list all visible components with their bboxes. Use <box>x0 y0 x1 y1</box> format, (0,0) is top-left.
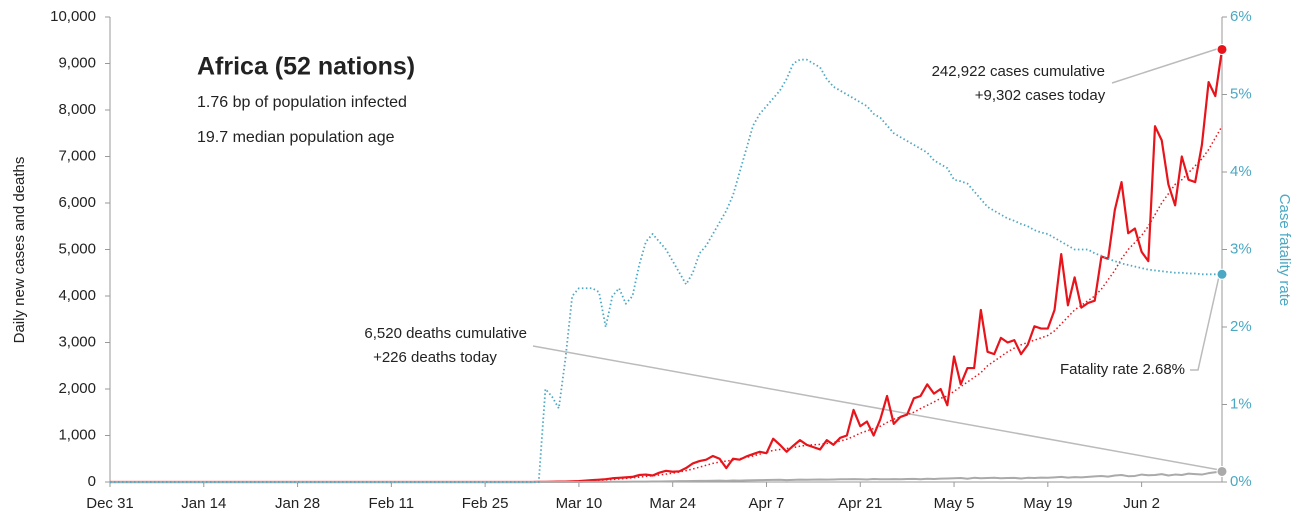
series-line <box>110 470 1223 483</box>
y2-tick-label: 4% <box>1230 163 1252 180</box>
x-tick-label: Feb 11 <box>369 495 415 512</box>
end-marker <box>1216 465 1228 477</box>
y-tick-label: 0 <box>88 473 96 490</box>
y2-tick-label: 2% <box>1230 318 1252 335</box>
end-marker <box>1216 268 1228 280</box>
y2-tick-label: 5% <box>1230 85 1252 102</box>
subtitle: 1.76 bp of population infected <box>197 94 407 111</box>
y-tick-label: 9,000 <box>58 54 96 71</box>
x-tick-label: May 19 <box>1023 495 1072 512</box>
x-tick-label: Jun 2 <box>1123 495 1160 512</box>
x-tick-label: Feb 25 <box>462 495 509 512</box>
x-tick-label: Apr 21 <box>838 495 882 512</box>
leader-line <box>1190 271 1221 371</box>
annotation: 6,520 deaths cumulative <box>364 325 527 342</box>
x-tick-label: Mar 10 <box>556 495 603 512</box>
y-tick-label: 1,000 <box>58 426 96 443</box>
subtitle: 19.7 median population age <box>197 129 395 146</box>
end-marker <box>1216 43 1228 55</box>
x-tick-label: Mar 24 <box>649 495 696 512</box>
y-tick-label: 4,000 <box>58 287 96 304</box>
y-axis-label: Daily new cases and deaths <box>11 157 28 344</box>
annotation: +9,302 cases today <box>975 87 1106 104</box>
annotation: +226 deaths today <box>373 349 497 366</box>
x-tick-label: Dec 31 <box>86 495 134 512</box>
y2-tick-label: 0% <box>1230 473 1252 490</box>
x-tick-label: Jan 14 <box>181 495 226 512</box>
y-tick-label: 3,000 <box>58 333 96 350</box>
y-tick-label: 10,000 <box>50 8 96 25</box>
y2-tick-label: 1% <box>1230 395 1252 412</box>
y-tick-label: 5,000 <box>58 240 96 257</box>
series-line <box>110 49 1224 484</box>
annotation: 242,922 cases cumulative <box>932 63 1105 80</box>
leader-line <box>532 345 1221 471</box>
y2-tick-label: 6% <box>1230 8 1252 25</box>
y-tick-label: 8,000 <box>58 101 96 118</box>
annotation: Fatality rate 2.68% <box>1060 361 1185 378</box>
x-tick-label: May 5 <box>934 495 975 512</box>
y-tick-label: 2,000 <box>58 380 96 397</box>
chart-title: Africa (52 nations) <box>197 53 415 81</box>
y2-axis-label: Case fatality rate <box>1276 194 1293 307</box>
leader-line <box>1111 47 1221 84</box>
y2-tick-label: 3% <box>1230 240 1252 257</box>
y-tick-label: 7,000 <box>58 147 96 164</box>
y-tick-label: 6,000 <box>58 194 96 211</box>
x-tick-label: Jan 28 <box>275 495 320 512</box>
series-line <box>110 58 1222 483</box>
x-tick-label: Apr 7 <box>749 495 785 512</box>
